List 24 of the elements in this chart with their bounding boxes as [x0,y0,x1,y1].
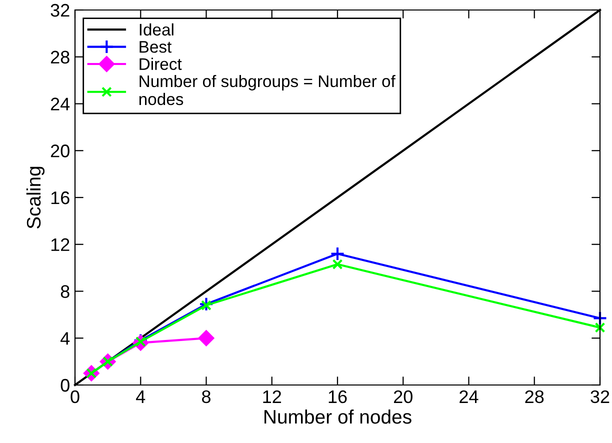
legend-label: Ideal [140,23,174,36]
x-tick-label: 28 [525,390,544,404]
x-tick-label: 0 [70,390,80,404]
legend-label: Number of subgroups = Number of nodes [139,74,396,106]
y-tick-label: 12 [51,238,70,251]
y-tick-label: 28 [50,50,70,64]
x-tick-label: 24 [460,390,478,403]
x-tick-label: 12 [263,390,282,403]
x-tick-label: 16 [328,390,347,404]
y-tick-label: 32 [50,4,70,17]
y-tick-label: 16 [51,191,70,204]
x-tick-label: 4 [136,390,146,403]
x-tick-label: 8 [202,390,210,404]
y-axis-title: Scaling [26,166,44,228]
y-tick-label: 0 [60,378,70,392]
legend-label: Direct [140,58,182,70]
x-tick-label: 20 [394,390,412,404]
x-tick-label: 32 [590,390,610,404]
y-tick-label: 4 [60,332,70,345]
x-axis-title: Number of nodes [264,409,412,424]
legend-label: Best [140,41,172,53]
y-tick-label: 24 [50,98,70,110]
y-tick-label: 20 [50,144,70,158]
y-tick-label: 8 [60,285,70,298]
